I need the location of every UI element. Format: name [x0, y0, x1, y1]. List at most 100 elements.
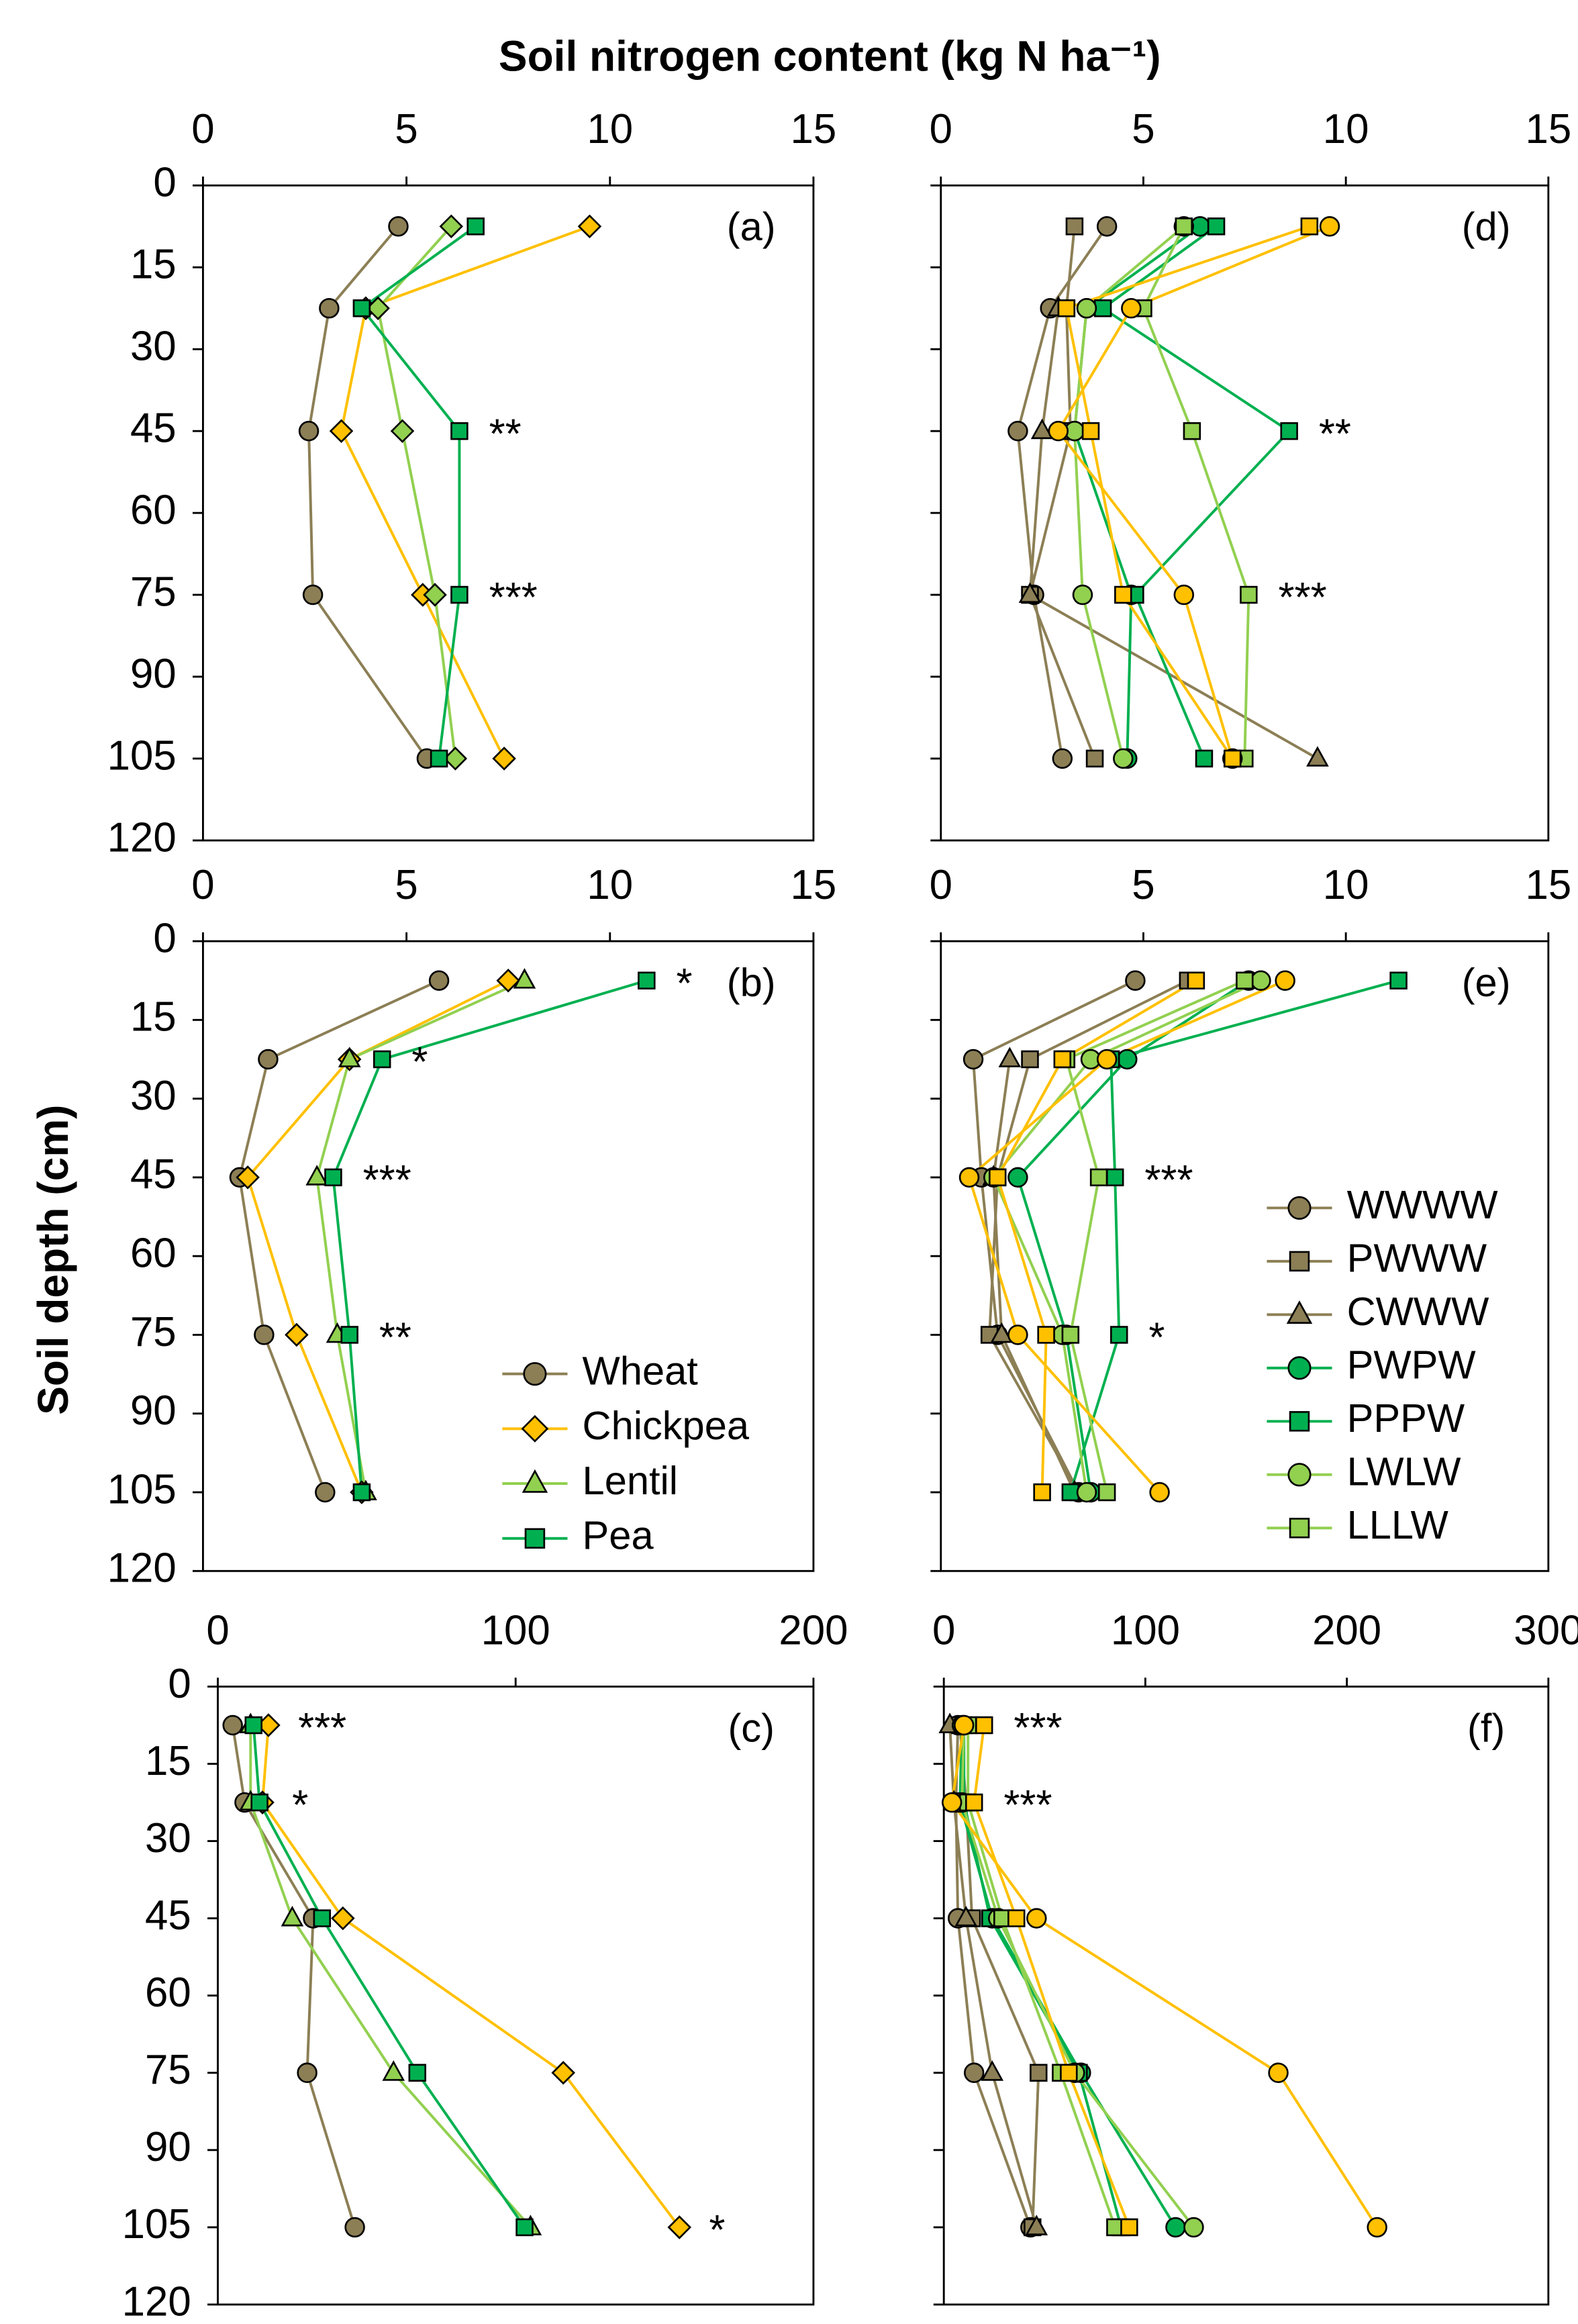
plot-frame — [201, 940, 815, 1572]
data-point — [998, 1047, 1022, 1067]
data-point — [1096, 1049, 1118, 1070]
significance-label: * — [676, 961, 692, 1007]
y-tick-label: 30 — [145, 1815, 191, 1861]
legend-label: Wheat — [583, 1348, 699, 1393]
data-point — [1175, 217, 1193, 236]
y-tick-label: 30 — [130, 1073, 177, 1119]
significance-label: *** — [363, 1157, 411, 1204]
data-point — [551, 2061, 575, 2085]
x-tick-label: 15 — [791, 862, 837, 908]
legend-marker — [522, 1469, 548, 1493]
y-tick-label: 45 — [130, 1151, 177, 1198]
legend-label: PWWW — [1347, 1236, 1487, 1281]
data-point — [1081, 422, 1100, 440]
y-tick-label: 105 — [107, 732, 177, 779]
data-point — [496, 968, 520, 993]
significance-label: ** — [379, 1315, 411, 1361]
legend-marker — [524, 1528, 546, 1549]
legend-marker — [521, 1414, 549, 1443]
data-point — [338, 1047, 361, 1067]
data-point — [577, 214, 602, 238]
data-point — [1113, 748, 1134, 769]
data-point — [1207, 217, 1226, 236]
data-point — [1053, 1050, 1072, 1069]
data-point — [1076, 297, 1097, 319]
data-point — [1183, 422, 1201, 440]
x-tick-label: 0 — [191, 862, 214, 908]
significance-label: *** — [1278, 575, 1326, 621]
legend-label: LWLW — [1347, 1449, 1462, 1494]
data-point — [1114, 585, 1132, 604]
data-point — [1268, 2062, 1289, 2084]
plot-frame — [201, 184, 815, 842]
y-tick-label: 0 — [168, 1661, 191, 1707]
panel-label: (d) — [1462, 204, 1511, 249]
x-tick-label: 5 — [395, 106, 417, 152]
data-point — [1173, 584, 1195, 606]
y-tick-label: 0 — [153, 915, 176, 961]
x-tick-label: 10 — [587, 106, 633, 152]
data-point — [981, 2060, 1004, 2081]
y-axis-title: Soil depth (cm) — [29, 1105, 77, 1415]
data-point — [1250, 970, 1271, 991]
data-point — [1275, 970, 1295, 991]
data-point — [1236, 971, 1254, 989]
x-tick-label: 15 — [791, 106, 837, 152]
data-point — [1089, 1168, 1108, 1187]
data-point — [443, 746, 468, 771]
data-point — [1093, 299, 1112, 318]
y-tick-label: 120 — [107, 1545, 177, 1592]
x-tick-label: 0 — [930, 106, 952, 152]
data-point — [1300, 217, 1319, 236]
series-line — [377, 225, 457, 759]
data-point — [1105, 1168, 1124, 1187]
legend-marker — [1287, 1356, 1312, 1380]
data-point — [352, 1483, 371, 1502]
data-point — [1306, 746, 1329, 767]
data-point — [366, 296, 390, 320]
x-tick-label: 0 — [206, 1607, 229, 1653]
x-axis-title: Soil nitrogen content (kg N ha⁻¹) — [499, 32, 1161, 81]
legend-label: CWWW — [1347, 1289, 1490, 1334]
data-point — [1223, 749, 1242, 768]
data-point — [373, 1050, 391, 1069]
data-point — [1007, 1167, 1028, 1188]
data-point — [352, 299, 371, 318]
legend-marker — [1289, 1411, 1310, 1432]
data-point — [1030, 2064, 1048, 2082]
data-point — [492, 746, 516, 771]
y-tick-label: 105 — [122, 2201, 191, 2247]
data-point — [1026, 1908, 1047, 1929]
data-point — [513, 968, 536, 989]
x-tick-label: 5 — [1132, 106, 1154, 152]
significance-label: ** — [489, 411, 522, 457]
data-point — [298, 420, 319, 442]
data-point — [450, 422, 469, 440]
legend-label: Chickpea — [583, 1403, 750, 1448]
x-tick-label: 300 — [1514, 1607, 1578, 1653]
data-point — [954, 1906, 978, 1927]
series-line — [958, 1725, 1177, 2228]
significance-label: *** — [1014, 1705, 1062, 1751]
legend-label: WWWW — [1347, 1182, 1499, 1227]
data-point — [1149, 1482, 1170, 1503]
y-tick-label: 30 — [130, 324, 177, 370]
x-tick-label: 10 — [1323, 106, 1369, 152]
data-point — [1096, 216, 1118, 237]
legend-label: PPPW — [1347, 1396, 1465, 1441]
x-tick-label: 0 — [930, 862, 952, 908]
x-tick-label: 5 — [395, 862, 417, 908]
data-point — [319, 297, 340, 319]
data-point — [638, 971, 656, 989]
data-point — [340, 1326, 358, 1344]
data-point — [254, 1324, 275, 1345]
data-point — [1389, 971, 1408, 989]
data-point — [258, 1049, 279, 1070]
legend-marker — [1286, 1300, 1313, 1324]
data-point — [988, 1168, 1007, 1187]
data-point — [1319, 216, 1340, 237]
data-point — [285, 1322, 309, 1347]
data-point — [1117, 1049, 1138, 1070]
significance-label: *** — [1003, 1782, 1052, 1829]
data-point — [1052, 748, 1073, 769]
